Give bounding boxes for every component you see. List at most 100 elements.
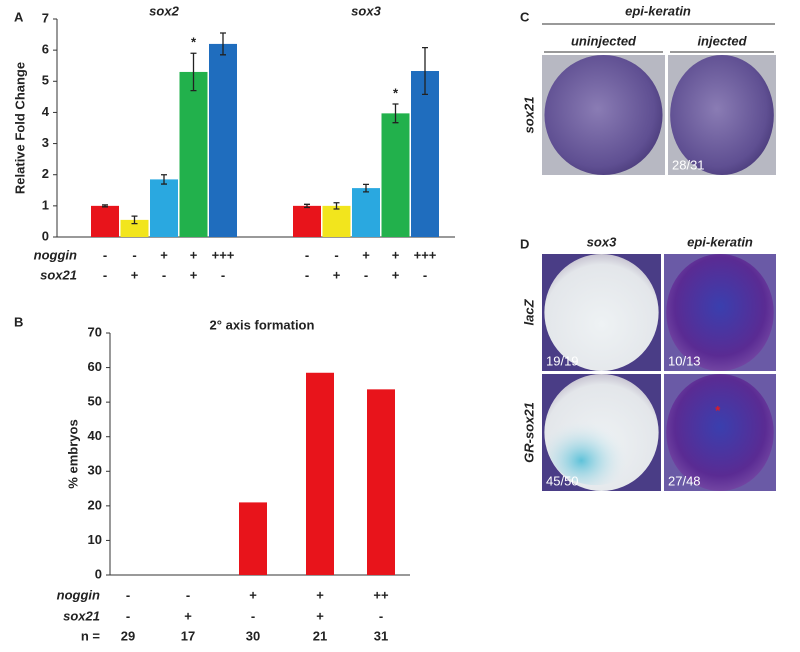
y-tick-label: 70	[88, 324, 102, 339]
condition-label: +	[362, 247, 370, 262]
y-tick-label: 3	[42, 135, 49, 150]
condition-label: +	[184, 608, 192, 623]
condition-label: -	[334, 247, 338, 262]
condition-label: -	[221, 267, 225, 282]
condition-label: +	[190, 267, 198, 282]
bar	[239, 502, 267, 575]
y-tick-label: 60	[88, 359, 102, 374]
condition-label: +++	[414, 247, 437, 262]
row-label: lacZ	[521, 298, 536, 325]
column-header: epi-keratin	[687, 234, 753, 249]
condition-label: +	[316, 608, 324, 623]
y-tick-label: 5	[42, 73, 49, 88]
panel-label: D	[520, 236, 529, 251]
bar	[322, 205, 351, 237]
row-label: sox21	[521, 97, 536, 134]
significance-marker: *	[191, 35, 197, 50]
group-label: sox2	[149, 3, 179, 18]
condition-name: noggin	[34, 247, 77, 262]
bar	[209, 43, 237, 237]
column-header: sox3	[587, 234, 617, 249]
count-label: 19/19	[546, 353, 579, 368]
n-value: 30	[246, 628, 260, 643]
condition-label: +	[316, 587, 324, 602]
condition-label: -	[103, 247, 107, 262]
y-tick-label: 1	[42, 197, 49, 212]
condition-name: sox21	[40, 267, 77, 282]
condition-label: -	[305, 247, 309, 262]
chart-title: 2° axis formation	[210, 317, 315, 332]
column-header: injected	[697, 33, 747, 48]
bar	[179, 71, 208, 237]
y-tick-label: 7	[42, 10, 49, 25]
condition-name: noggin	[57, 587, 100, 602]
y-tick-label: 50	[88, 394, 102, 409]
condition-label: ++	[373, 587, 389, 602]
condition-label: -	[364, 267, 368, 282]
condition-label: -	[126, 587, 130, 602]
bar	[411, 71, 439, 237]
error-bar	[131, 215, 138, 225]
row-label: GR-sox21	[521, 402, 536, 463]
y-tick-label: 6	[42, 42, 49, 57]
error-bar	[190, 52, 197, 92]
condition-label: -	[126, 608, 130, 623]
embryo	[670, 55, 774, 175]
y-tick-label: 0	[42, 228, 49, 243]
condition-label: +	[249, 587, 257, 602]
y-tick-label: 40	[88, 428, 102, 443]
bar	[306, 372, 334, 575]
embryo	[666, 374, 774, 491]
condition-name: sox21	[63, 608, 100, 623]
significance-marker: *	[393, 85, 399, 100]
panel-title: epi-keratin	[625, 3, 691, 18]
error-bar	[392, 103, 399, 124]
y-tick-label: 2	[42, 166, 49, 181]
panel-label: C	[520, 9, 530, 24]
count-label: 27/48	[668, 473, 701, 488]
panel-label: B	[14, 314, 23, 329]
error-bar	[422, 47, 428, 96]
n-label: n =	[81, 628, 101, 643]
condition-label: -	[186, 587, 190, 602]
condition-label: +	[333, 267, 341, 282]
y-tick-label: 30	[88, 463, 102, 478]
embryo	[544, 254, 659, 371]
condition-label: +	[392, 267, 400, 282]
count-label: 28/31	[672, 157, 705, 172]
n-value: 31	[374, 628, 388, 643]
condition-label: -	[251, 608, 255, 623]
condition-label: +++	[212, 247, 235, 262]
y-tick-label: 10	[88, 532, 102, 547]
bar	[367, 389, 395, 575]
embryo	[544, 55, 663, 175]
condition-label: +	[160, 247, 168, 262]
error-bar	[102, 204, 108, 208]
error-bar	[333, 202, 340, 210]
condition-label: +	[131, 267, 139, 282]
condition-label: -	[132, 247, 136, 262]
y-tick-label: 20	[88, 497, 102, 512]
bar	[352, 188, 380, 237]
condition-label: -	[305, 267, 309, 282]
error-bar	[161, 174, 167, 185]
embryo	[666, 254, 774, 371]
bar	[91, 205, 119, 237]
marker: *	[715, 403, 721, 418]
count-label: 10/13	[668, 353, 701, 368]
error-bar	[363, 183, 369, 193]
condition-label: +	[190, 247, 198, 262]
group-label: sox3	[351, 3, 381, 18]
y-tick-label: 4	[42, 104, 50, 119]
n-value: 21	[313, 628, 327, 643]
condition-label: -	[423, 267, 427, 282]
bar	[120, 219, 149, 237]
bar	[150, 179, 178, 237]
bar	[381, 113, 410, 237]
stain	[547, 403, 644, 486]
column-header: uninjected	[571, 33, 637, 48]
panel-label: A	[14, 9, 24, 24]
error-bar	[220, 32, 226, 56]
condition-label: -	[162, 267, 166, 282]
count-label: 45/50	[546, 473, 579, 488]
